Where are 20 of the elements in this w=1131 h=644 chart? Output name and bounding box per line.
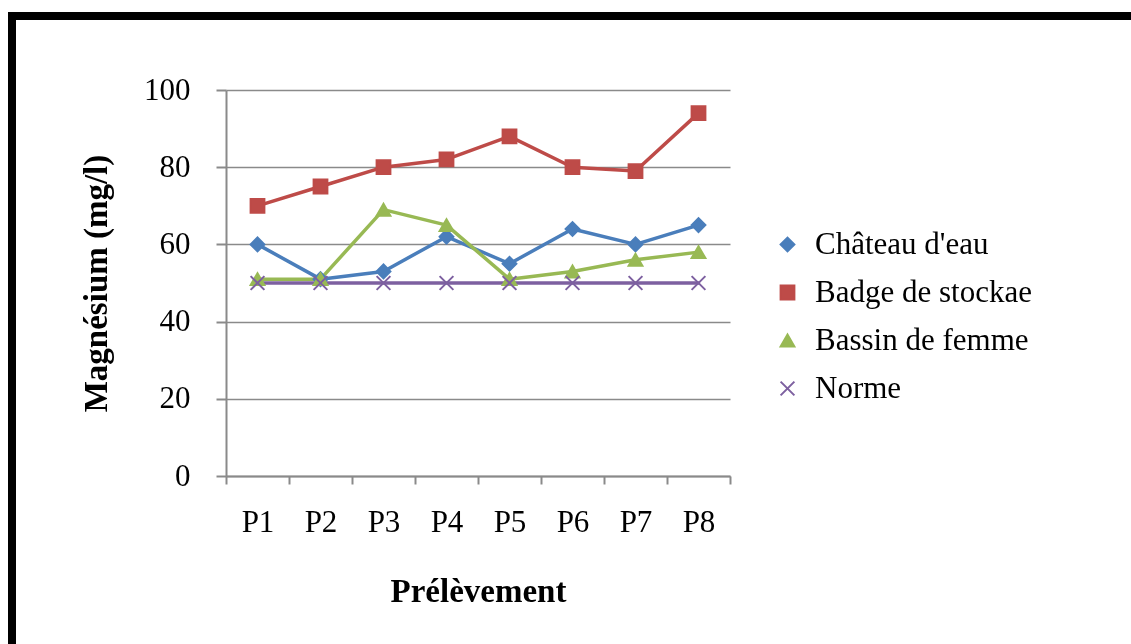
x-tick-label: P5 [493, 503, 527, 539]
x-tick-label: P4 [430, 503, 464, 539]
x-tick-label: P3 [367, 503, 401, 539]
legend-label: Norme [815, 369, 902, 405]
y-tick-label: 60 [159, 225, 191, 261]
legend-label: Château d'eau [815, 225, 989, 261]
y-axis-title: Magnésium (mg/l) [78, 154, 115, 413]
x-tick-label: P1 [241, 503, 275, 539]
y-tick-label: 80 [159, 148, 191, 184]
x-tick-label: P8 [682, 503, 716, 539]
x-tick-label: P6 [556, 503, 590, 539]
x-axis-title: Prélèvement [390, 572, 567, 609]
y-tick-label: 40 [159, 303, 191, 339]
y-tick-label: 20 [159, 380, 191, 416]
y-tick-label: 0 [175, 457, 191, 493]
x-tick-label: P2 [304, 503, 338, 539]
legend-label: Badge de stockae [815, 273, 1032, 309]
x-tick-label: P7 [619, 503, 653, 539]
legend-label: Bassin de femme [815, 321, 1029, 357]
y-tick-label: 100 [144, 71, 191, 107]
